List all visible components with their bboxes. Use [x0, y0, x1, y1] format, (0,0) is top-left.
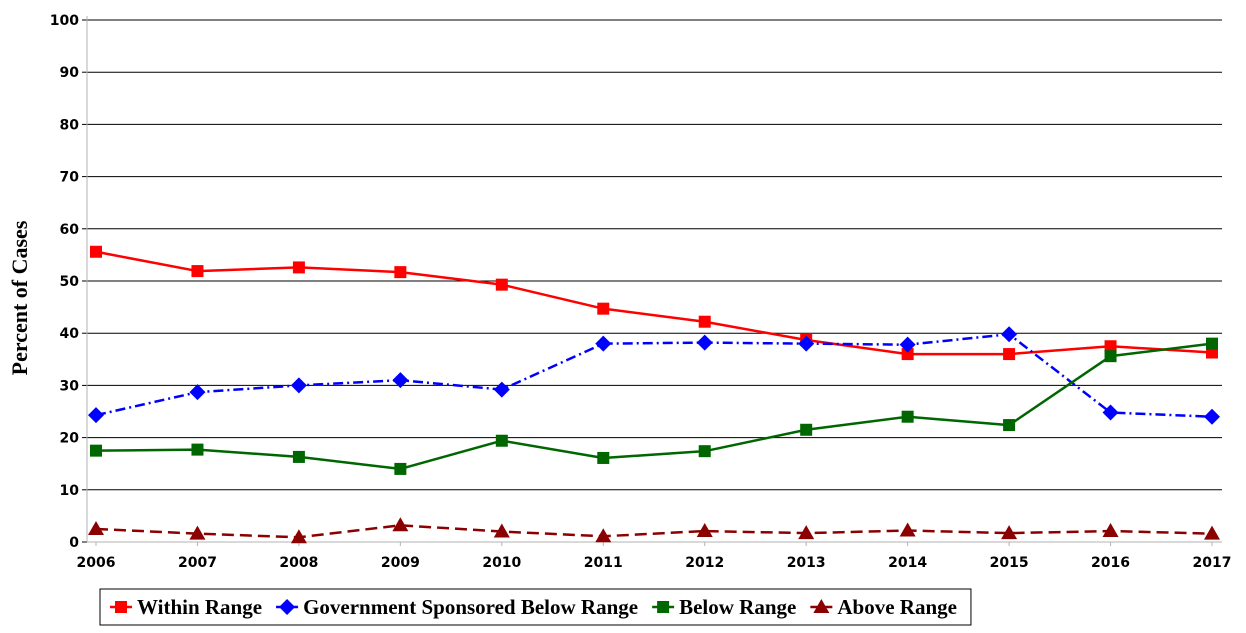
data-point — [394, 462, 407, 475]
series-government-sponsored-below-range — [88, 326, 1220, 425]
data-point — [1204, 525, 1220, 540]
data-point — [495, 278, 508, 291]
data-point — [901, 410, 914, 423]
x-tick-label: 2011 — [584, 555, 623, 571]
data-point — [495, 434, 508, 447]
data-point — [292, 450, 305, 463]
data-point — [901, 348, 914, 361]
data-point — [1003, 419, 1016, 432]
legend: Within Range Government Sponsored Below R… — [99, 588, 972, 626]
axes — [82, 16, 1222, 546]
data-point — [1001, 525, 1018, 540]
x-tick-label: 2013 — [787, 555, 826, 571]
y-tick-label: 100 — [50, 13, 79, 29]
data-point — [696, 523, 713, 538]
series-line — [95, 250, 1213, 356]
data-point — [597, 451, 610, 464]
data-point — [595, 528, 612, 543]
legend-item: Within Range — [110, 595, 262, 619]
y-axis-title: Percent of Cases — [7, 220, 32, 375]
data-point — [189, 384, 206, 401]
data-point — [798, 525, 815, 540]
data-point — [290, 377, 307, 394]
legend-label: Above Range — [837, 595, 957, 619]
y-tick-label: 90 — [60, 65, 80, 81]
data-point — [696, 334, 713, 351]
y-tick-label: 70 — [60, 170, 80, 186]
data-point — [290, 529, 307, 544]
x-tick-label: 2012 — [685, 555, 724, 571]
series-above-range — [88, 517, 1220, 544]
series-lines — [88, 245, 1220, 544]
data-point — [493, 523, 510, 538]
legend-item: Below Range — [652, 595, 796, 619]
y-tick-label: 20 — [60, 431, 80, 447]
data-point — [1003, 348, 1016, 361]
x-tick-label: 2008 — [279, 555, 318, 571]
data-point — [800, 423, 813, 436]
x-tick-label: 2014 — [888, 555, 927, 571]
data-point — [1102, 404, 1119, 421]
data-point — [493, 381, 510, 398]
legend-label: Below Range — [679, 595, 796, 619]
legend-swatch-marker — [279, 599, 296, 615]
x-tick-label: 2015 — [990, 555, 1029, 571]
series-line — [95, 342, 1213, 471]
y-tick-label: 80 — [60, 117, 80, 133]
data-point — [189, 525, 206, 540]
y-tick-label: 30 — [60, 378, 80, 394]
legend-label: Government Sponsored Below Range — [303, 595, 638, 619]
data-point — [1102, 523, 1119, 538]
data-point — [698, 445, 711, 458]
x-tick-label: 2016 — [1091, 555, 1130, 571]
data-point — [191, 265, 204, 278]
x-tick-label: 2006 — [77, 555, 116, 571]
legend-box — [99, 588, 972, 626]
gridlines — [87, 19, 1222, 543]
x-tick-label: 2009 — [381, 555, 420, 571]
data-point — [90, 444, 102, 457]
x-tick-label: 2007 — [178, 555, 217, 571]
series-within-range — [90, 245, 1218, 361]
data-point — [899, 522, 916, 537]
tick-labels: 0 10 20 30 40 50 60 70 80 90 100 2006 2007 2008 2009 20… — [50, 13, 1232, 571]
legend-swatch-marker — [813, 599, 830, 613]
data-point — [394, 266, 407, 279]
data-point — [191, 443, 204, 456]
data-point — [392, 372, 409, 389]
data-point — [1204, 408, 1220, 425]
data-point — [392, 517, 409, 532]
data-point — [292, 261, 305, 274]
x-tick-label: 2017 — [1193, 555, 1232, 571]
y-tick-label: 10 — [60, 483, 80, 499]
series-line — [95, 524, 1213, 539]
legend-swatch-marker — [657, 601, 670, 613]
data-point — [597, 302, 610, 315]
y-tick-label: 50 — [60, 274, 80, 290]
x-tick-label: 2010 — [482, 555, 521, 571]
data-point — [88, 520, 104, 535]
data-point — [90, 245, 102, 258]
legend-item: Government Sponsored Below Range — [276, 595, 638, 619]
data-point — [1206, 337, 1218, 350]
data-point — [798, 335, 815, 352]
data-point — [1104, 350, 1117, 363]
series-line — [95, 332, 1213, 418]
data-point — [1001, 326, 1018, 343]
data-point — [698, 315, 711, 328]
data-point — [1104, 340, 1117, 353]
legend-label: Within Range — [137, 595, 262, 619]
series-below-range — [90, 337, 1218, 475]
y-tick-label: 0 — [69, 535, 79, 551]
data-point — [595, 335, 612, 352]
legend-swatch-marker — [115, 601, 127, 613]
legend-item: Above Range — [810, 595, 957, 619]
y-tick-label: 40 — [60, 326, 80, 342]
data-point — [899, 336, 916, 353]
y-tick-label: 60 — [60, 222, 80, 238]
data-point — [88, 407, 104, 424]
